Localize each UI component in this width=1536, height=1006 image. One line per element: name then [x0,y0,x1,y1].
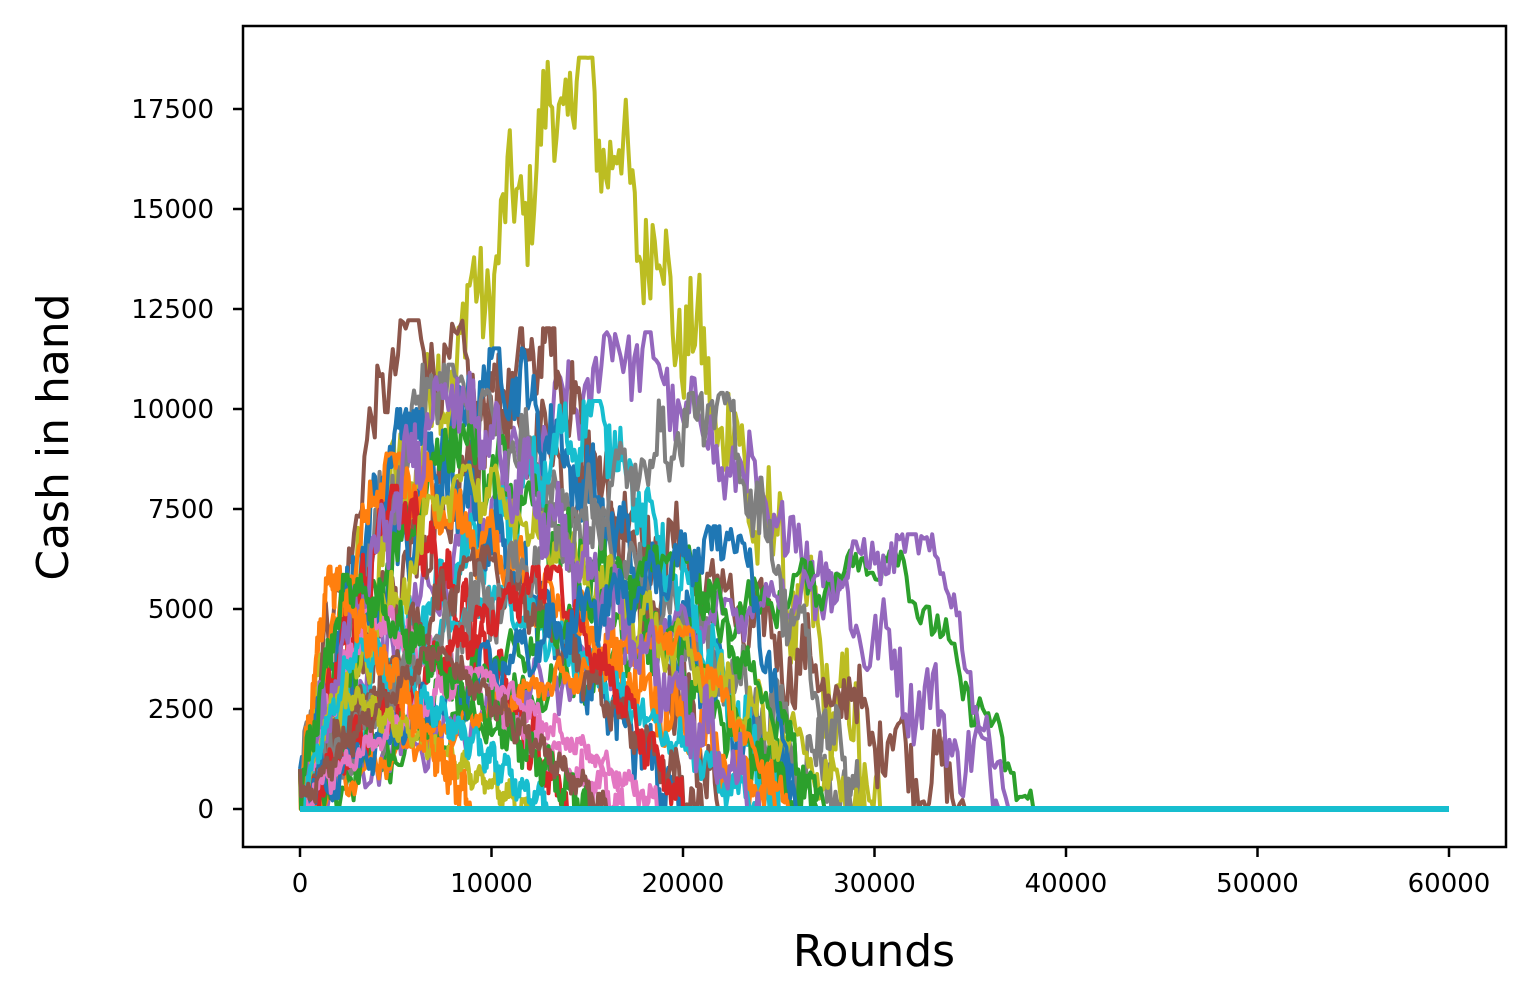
series-line-orange-c [298,564,1449,811]
x-axis-ticks: 0 10000 20000 30000 40000 50000 60000 [292,847,1491,899]
y-tick-label: 17500 [131,95,214,125]
x-axis-label: Rounds [793,926,955,977]
series-line-brown-c [298,544,1449,811]
series-line-brown-d [298,645,1449,811]
y-tick-label: 15000 [131,195,214,225]
x-tick-label: 60000 [1408,869,1491,899]
x-tick-label: 10000 [450,869,533,899]
series-line-green-b [298,544,1449,811]
y-tick-label: 5000 [148,595,214,625]
series-lines [298,55,1449,812]
y-axis-ticks: 0 2500 5000 7500 10000 12500 15000 17500 [131,95,243,825]
x-tick-label: 20000 [642,869,725,899]
series-line-purple-a [298,330,1449,811]
series-line-cyan-c [298,637,1449,811]
x-tick-label: 0 [292,869,309,899]
x-tick-label: 30000 [833,869,916,899]
series-line-pink-b [298,665,1449,811]
x-tick-label: 50000 [1216,869,1299,899]
y-tick-label: 7500 [148,495,214,525]
series-line-purple-c [298,370,1449,811]
y-tick-label: 2500 [148,695,214,725]
y-axis-label: Cash in hand [28,293,79,580]
series-line-green-c [298,572,1449,811]
x-tick-label: 40000 [1025,869,1108,899]
series-line-orange-b [298,625,1449,811]
y-tick-label: 12500 [131,295,214,325]
y-tick-label: 0 [197,795,214,825]
y-tick-label: 10000 [131,395,214,425]
